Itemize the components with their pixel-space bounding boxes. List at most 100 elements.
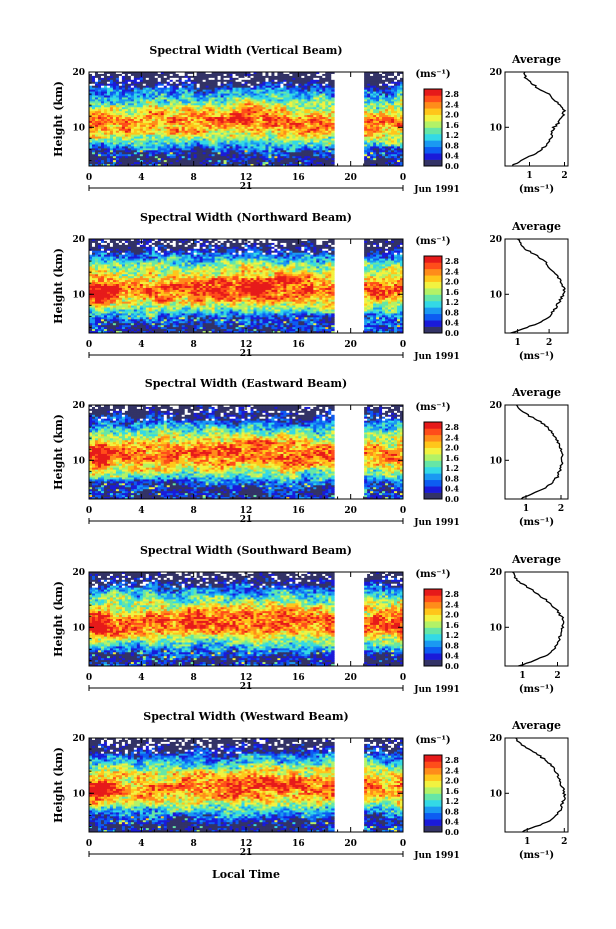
heatmap-cell	[160, 122, 165, 126]
heatmap-cell	[181, 73, 186, 77]
heatmap-cell	[325, 144, 329, 147]
heatmap-cell	[259, 138, 263, 141]
heatmap-cell	[262, 122, 266, 126]
heatmap-cell	[109, 144, 114, 147]
heatmap-cell	[211, 130, 215, 134]
heatmap-cell	[382, 126, 386, 130]
heatmap-cell	[190, 119, 195, 122]
heatmap-cell	[271, 103, 275, 106]
heatmap-cell	[367, 89, 371, 92]
heatmap-cell	[235, 136, 239, 139]
heatmap-cell	[181, 126, 186, 130]
heatmap-cell	[265, 146, 269, 149]
heatmap-cell	[178, 79, 183, 83]
heatmap-cell	[325, 146, 329, 149]
heatmap-cell	[394, 101, 398, 104]
heatmap-cell	[373, 134, 377, 138]
heatmap-cell	[109, 122, 114, 126]
heatmap-cell	[400, 77, 404, 81]
heatmap-cell	[391, 122, 395, 126]
heatmap-cell	[100, 120, 105, 124]
heatmap-cell	[94, 105, 99, 108]
heatmap-cell	[298, 119, 302, 122]
heatmap-cell	[262, 140, 266, 143]
heatmap-cell	[148, 124, 153, 128]
heatmap-cell	[241, 95, 245, 98]
heatmap-cell	[325, 152, 329, 155]
heatmap-cell	[160, 85, 165, 89]
heatmap-cell	[148, 134, 153, 138]
heatmap-cell	[325, 87, 329, 91]
heatmap-cell	[220, 134, 224, 138]
heatmap-cell	[169, 97, 174, 100]
heatmap-cell	[301, 124, 305, 128]
heatmap-cell	[391, 132, 395, 136]
heatmap-cell	[205, 79, 210, 83]
heatmap-cell	[274, 81, 278, 85]
heatmap-cell	[259, 113, 263, 116]
heatmap-cell	[283, 124, 287, 128]
heatmap-cell	[364, 124, 368, 128]
heatmap-cell	[217, 75, 221, 79]
colorbar-swatch	[424, 127, 442, 135]
heatmap-cell	[151, 152, 156, 155]
heatmap-cell	[184, 105, 189, 108]
heatmap-cell	[130, 130, 135, 134]
heatmap-cell	[271, 124, 275, 128]
heatmap-cell	[283, 111, 287, 114]
heatmap-cell	[301, 132, 305, 136]
heatmap-cell	[262, 105, 266, 108]
heatmap-cell	[313, 148, 317, 151]
heatmap-cell	[220, 117, 224, 120]
heatmap-cell	[316, 117, 320, 120]
heatmap-cell	[226, 142, 230, 145]
heatmap-cell	[319, 120, 323, 124]
heatmap-cell	[364, 138, 368, 141]
heatmap-cell	[217, 146, 221, 149]
heatmap-cell	[283, 79, 287, 83]
heatmap-cell	[157, 79, 162, 83]
heatmap-cell	[277, 79, 281, 83]
heatmap-cell	[325, 81, 329, 85]
heatmap-cell	[244, 146, 248, 149]
heatmap-cell	[91, 140, 96, 143]
heatmap-cell	[295, 73, 299, 77]
heatmap-cell	[139, 111, 144, 114]
heatmap-cell	[193, 87, 198, 91]
heatmap-cell	[89, 107, 93, 110]
heatmap-cell	[295, 111, 299, 114]
heatmap-cell	[301, 134, 305, 138]
heatmap-cell	[280, 103, 284, 106]
heatmap-cell	[259, 103, 263, 106]
heatmap-cell	[211, 134, 215, 138]
heatmap-cell	[397, 81, 401, 85]
heatmap-cell	[97, 130, 102, 134]
heatmap-cell	[148, 107, 153, 110]
heatmap-cell	[112, 124, 117, 128]
heatmap-cell	[241, 128, 245, 132]
heatmap-cell	[379, 152, 383, 155]
heatmap-cell	[112, 119, 117, 122]
heatmap-cell	[166, 144, 171, 147]
heatmap-cell	[199, 142, 204, 145]
heatmap-cell	[382, 73, 386, 77]
heatmap-cell	[316, 87, 320, 91]
heatmap-cell	[118, 101, 123, 104]
heatmap-cell	[280, 111, 284, 114]
heatmap-cell	[301, 77, 305, 81]
heatmap-cell	[286, 83, 290, 87]
heatmap-cell	[280, 73, 284, 77]
heatmap-cell	[250, 148, 254, 151]
heatmap-cell	[241, 115, 245, 118]
heatmap-cell	[283, 113, 287, 116]
heatmap-cell	[118, 120, 123, 124]
heatmap-cell	[229, 134, 233, 138]
heatmap-cell	[379, 81, 383, 85]
heatmap-cell	[160, 111, 165, 114]
heatmap-cell	[145, 136, 150, 139]
heatmap-cell	[103, 132, 108, 136]
heatmap-cell	[160, 89, 165, 92]
heatmap-cell	[301, 122, 305, 126]
heatmap-cell	[292, 111, 296, 114]
heatmap-cell	[310, 146, 314, 149]
